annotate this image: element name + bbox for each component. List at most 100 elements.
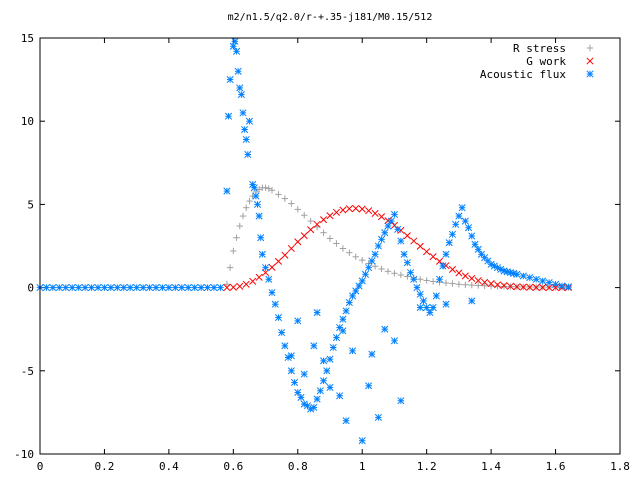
y-tick-label: -10 xyxy=(14,448,34,461)
data-point xyxy=(545,284,553,292)
data-point xyxy=(384,217,392,225)
legend-label-r-stress: R stress xyxy=(513,42,566,55)
data-point xyxy=(152,284,160,292)
data-point xyxy=(526,274,534,282)
data-point xyxy=(336,323,344,332)
data-point xyxy=(390,221,398,229)
data-point xyxy=(310,403,318,411)
data-point xyxy=(416,304,424,312)
y-tick-label: 10 xyxy=(21,115,34,128)
data-point xyxy=(378,235,386,243)
data-point xyxy=(107,284,115,292)
data-point xyxy=(297,393,305,401)
data-point xyxy=(390,210,398,218)
series-2 xyxy=(36,37,572,445)
data-point xyxy=(313,220,321,228)
data-point xyxy=(133,284,141,292)
data-point xyxy=(197,284,205,292)
data-point xyxy=(481,278,489,286)
x-tick-label: 1.8 xyxy=(610,460,630,473)
data-point xyxy=(429,253,437,261)
data-point xyxy=(442,279,450,287)
data-point xyxy=(378,213,386,221)
data-point xyxy=(455,212,463,220)
data-point xyxy=(255,212,263,220)
data-point xyxy=(320,377,328,385)
data-point xyxy=(94,284,102,292)
data-point xyxy=(397,237,405,245)
data-point xyxy=(368,350,376,358)
data-point xyxy=(417,276,424,283)
data-point xyxy=(210,284,218,292)
data-point xyxy=(171,284,179,292)
data-point xyxy=(274,257,282,265)
data-point xyxy=(158,284,166,292)
data-point xyxy=(275,191,282,198)
data-point xyxy=(342,307,350,315)
series-layer xyxy=(36,37,572,445)
data-point xyxy=(429,278,437,285)
y-tick-label: 0 xyxy=(27,282,34,295)
data-point xyxy=(552,280,560,288)
data-point xyxy=(307,217,314,225)
data-point xyxy=(313,395,321,403)
x-tick-label: 0.2 xyxy=(95,460,115,473)
data-point xyxy=(316,387,324,395)
x-tick-label: 1.4 xyxy=(481,460,501,473)
data-point xyxy=(255,186,263,193)
data-point xyxy=(423,277,430,284)
data-point xyxy=(329,343,337,352)
data-point xyxy=(358,437,366,445)
data-point xyxy=(287,367,295,375)
data-point xyxy=(287,244,295,253)
data-point xyxy=(126,284,134,292)
data-point xyxy=(359,256,366,264)
data-point xyxy=(532,275,540,283)
data-point xyxy=(384,268,392,275)
data-point xyxy=(475,282,482,289)
data-point xyxy=(287,352,295,360)
data-point xyxy=(391,270,398,277)
data-point xyxy=(236,282,244,290)
data-point xyxy=(301,212,308,219)
data-point xyxy=(310,342,318,350)
data-point xyxy=(204,284,212,292)
data-point xyxy=(432,292,440,300)
data-point xyxy=(226,76,234,84)
data-point xyxy=(390,337,398,345)
plot-frame xyxy=(39,37,621,455)
data-point xyxy=(368,257,376,265)
data-point xyxy=(120,284,128,292)
legend: R stress G work Acoustic flux xyxy=(480,42,594,81)
data-point xyxy=(223,281,231,288)
data-point xyxy=(100,284,108,292)
data-point xyxy=(68,284,76,292)
data-point xyxy=(246,197,253,205)
data-point xyxy=(407,269,415,277)
data-point xyxy=(291,378,299,387)
axis-ticks: 0 0.2 0.4 0.6 0.8 1 1.2 1.4 1.6 1.8 -10 -5 0 5 10 15 xyxy=(14,32,630,473)
data-point xyxy=(365,207,373,215)
data-point xyxy=(442,262,450,270)
data-point xyxy=(320,229,327,236)
data-point xyxy=(449,280,456,287)
data-point xyxy=(233,47,241,55)
legend-marker-r-stress xyxy=(586,44,594,52)
data-point xyxy=(455,281,463,288)
x-tick-label: 1.6 xyxy=(546,460,566,473)
data-point xyxy=(416,290,424,298)
data-point xyxy=(439,262,447,270)
y-tick-label: 5 xyxy=(27,198,34,211)
data-point xyxy=(332,333,340,342)
data-point xyxy=(410,275,418,283)
data-point xyxy=(429,304,437,312)
data-point xyxy=(339,315,347,323)
data-point xyxy=(532,283,540,291)
data-point xyxy=(255,273,263,281)
data-point xyxy=(481,254,489,262)
legend-marker-acoustic-flux xyxy=(586,70,594,78)
data-point xyxy=(55,284,63,292)
data-point xyxy=(445,239,453,247)
data-point xyxy=(346,249,353,256)
